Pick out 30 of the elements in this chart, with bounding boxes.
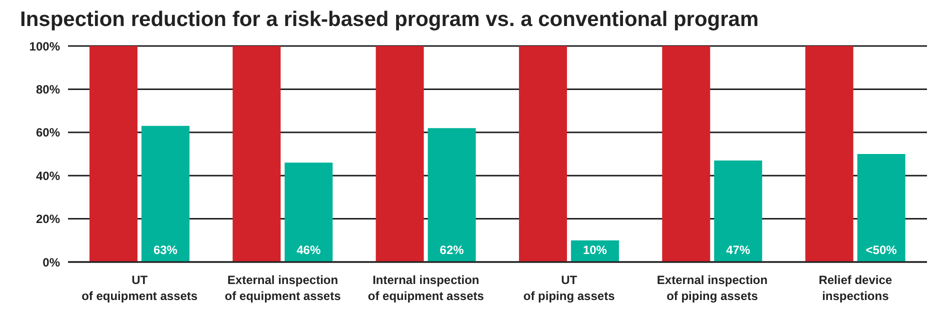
data-label: <50% (866, 243, 898, 257)
x-tick-label: External inspection of equipment assets (224, 273, 342, 303)
y-tick-label: 60% (36, 126, 60, 140)
bar (232, 46, 281, 262)
bar (805, 46, 854, 262)
data-label: 63% (153, 243, 178, 257)
x-tick-label: UT of piping assets (523, 273, 616, 303)
bar (284, 162, 333, 262)
y-tick-label: 80% (36, 82, 60, 96)
bar (857, 154, 906, 262)
bar (376, 46, 424, 262)
y-tick-label: 100% (29, 39, 60, 54)
x-tick-label: External inspection of piping assets (656, 273, 768, 303)
chart-title: Inspection reduction for a risk-based program vs. a conventional program (19, 8, 760, 33)
y-tick-label: 0% (42, 255, 60, 270)
y-tick-label: 40% (36, 168, 60, 183)
bar (89, 46, 138, 262)
data-label: 62% (440, 243, 464, 257)
data-label: 47% (726, 243, 750, 257)
x-tick-label: Relief device inspections (818, 273, 892, 303)
x-tick-label: UT of equipment assets (82, 273, 198, 303)
bar (141, 126, 190, 262)
x-tick-label: Internal inspection of equipment assets (368, 273, 484, 303)
y-tick-label: 20% (36, 212, 60, 226)
data-label: 46% (296, 243, 321, 257)
bar (714, 160, 762, 262)
bar (518, 46, 567, 262)
data-label: 10% (582, 243, 608, 257)
bar (428, 128, 476, 262)
bar (662, 46, 710, 262)
